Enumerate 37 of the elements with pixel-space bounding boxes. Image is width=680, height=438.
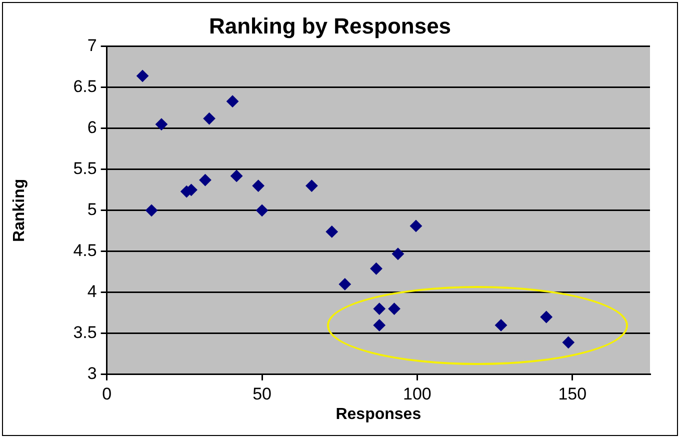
point — [388, 302, 400, 315]
point — [540, 311, 552, 323]
y-tick-label: 6 — [87, 118, 97, 138]
point — [392, 248, 404, 260]
point — [256, 204, 268, 216]
x-tick-label: 50 — [252, 384, 272, 404]
point — [226, 95, 239, 108]
point — [199, 174, 212, 186]
y-tick-label: 5.5 — [73, 159, 97, 178]
point — [146, 204, 158, 216]
point — [562, 336, 574, 348]
y-tick-label: 4.5 — [73, 241, 97, 260]
point — [306, 180, 318, 192]
point — [252, 180, 264, 192]
y-tick-label: 3.5 — [73, 323, 97, 342]
x-axis-title: Responses — [336, 406, 422, 423]
y-tick-label: 4 — [87, 282, 97, 302]
point — [230, 170, 243, 182]
chart-title: Ranking by Responses — [208, 13, 452, 38]
x-tick-label: 100 — [403, 384, 432, 404]
x-tick-label: 150 — [558, 384, 587, 404]
point — [373, 319, 386, 332]
point — [495, 319, 508, 332]
y-tick-label: 6.5 — [73, 77, 97, 96]
point — [338, 278, 351, 290]
y-tick-label: 3 — [87, 364, 97, 384]
y-tick-label: 7 — [87, 36, 97, 56]
point — [326, 226, 338, 238]
point — [370, 262, 382, 275]
point — [136, 70, 149, 82]
point — [155, 118, 168, 130]
x-tick-label: 0 — [102, 384, 112, 404]
point — [203, 112, 216, 125]
y-axis-title: Ranking — [11, 178, 28, 242]
point — [410, 220, 422, 232]
y-tick-label: 5 — [87, 200, 97, 220]
point — [373, 302, 386, 315]
